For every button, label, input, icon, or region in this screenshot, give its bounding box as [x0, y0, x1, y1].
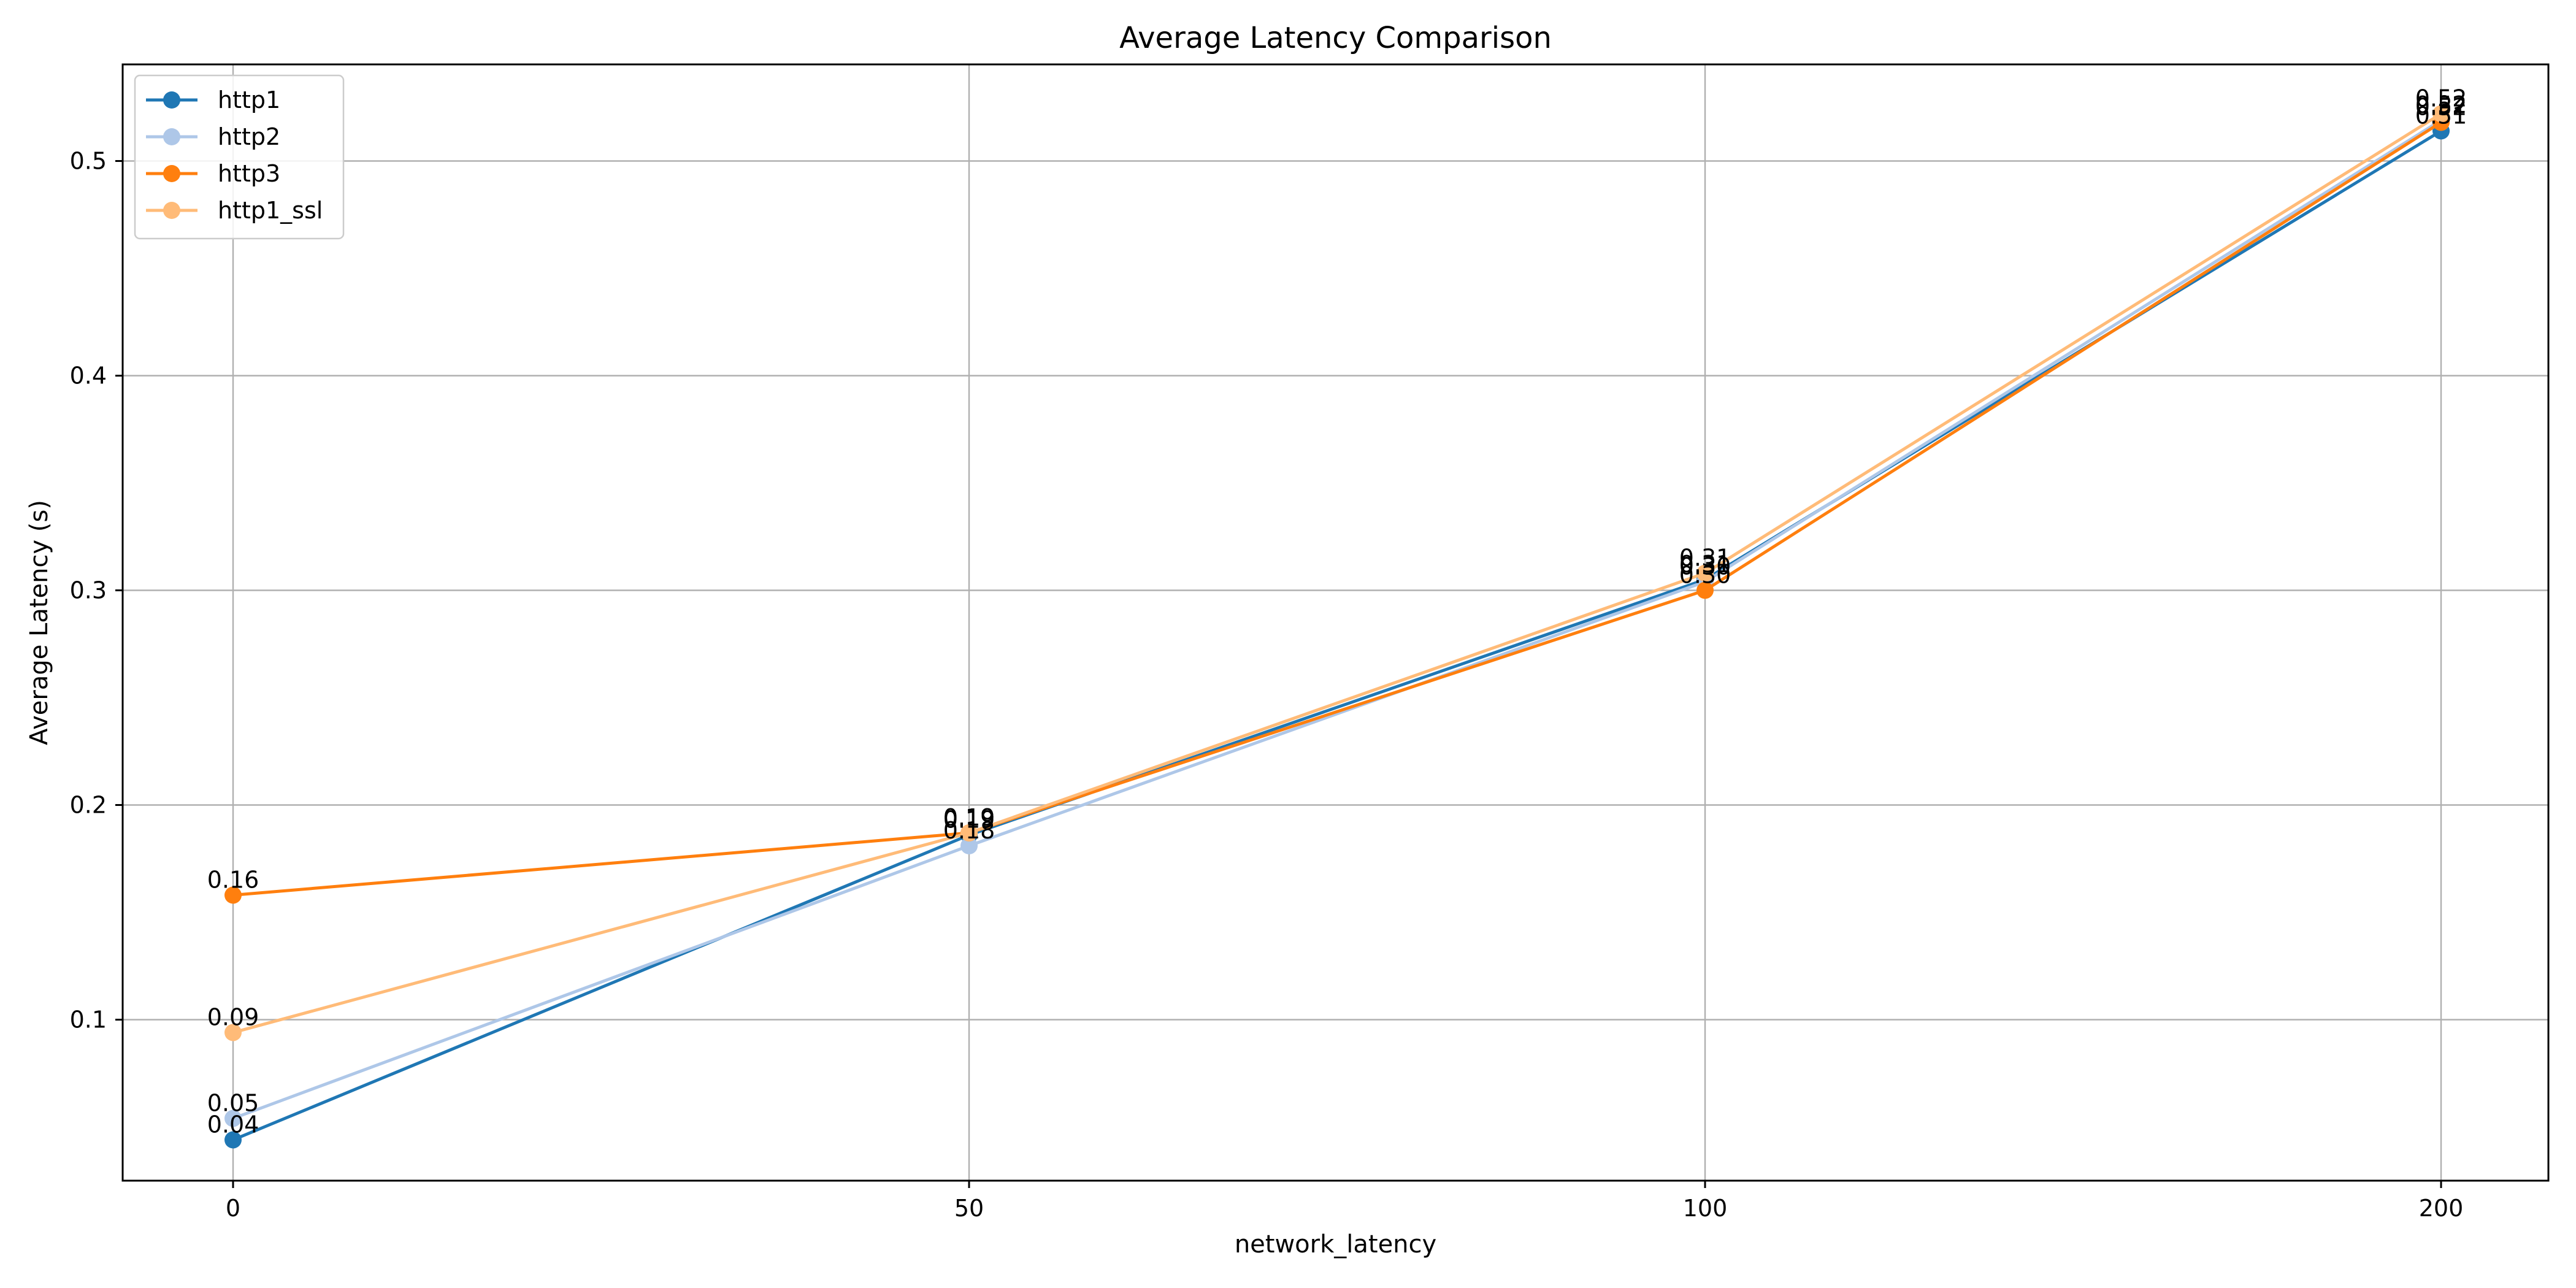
- x-tick-label: 0: [226, 1195, 240, 1222]
- data-label-http2: 0.30: [1679, 553, 1731, 580]
- data-point-http3: [224, 886, 242, 904]
- data-label-http2: 0.52: [2415, 91, 2467, 118]
- legend-label-http1: http1: [218, 86, 280, 113]
- x-axis-label: network_latency: [1235, 1230, 1436, 1259]
- x-tick-label: 50: [954, 1195, 984, 1222]
- y-tick-label: 0.5: [70, 148, 107, 175]
- data-point-http2: [960, 837, 978, 854]
- tick-layer: 0 50 100 200 0.1 0.2 0.3 0.4 0.5: [70, 148, 2464, 1222]
- data-point-http1: [224, 1131, 242, 1149]
- legend-label-http3: http3: [218, 160, 280, 187]
- data-label-http1: 0.31: [1679, 551, 1731, 578]
- series-line-http1_ssl: [232, 112, 2442, 1034]
- y-tick-label: 0.4: [70, 362, 107, 389]
- legend-marker-http2: [163, 128, 180, 145]
- data-point-http1_ssl: [1696, 564, 1714, 582]
- legend-marker-http1_ssl: [163, 202, 180, 219]
- data-label-layer: 0.040.190.310.510.050.180.300.520.160.19…: [207, 85, 2467, 1138]
- data-label-http2: 0.18: [943, 817, 995, 844]
- data-label-http1_ssl: 0.31: [1679, 545, 1731, 572]
- y-tick-label: 0.2: [70, 792, 107, 819]
- data-label-http2: 0.05: [207, 1090, 259, 1117]
- data-label-http1_ssl: 0.09: [207, 1004, 259, 1031]
- series-line-http3: [232, 121, 2442, 897]
- data-point-http1_ssl: [960, 824, 978, 841]
- y-tick-label: 0.1: [70, 1006, 107, 1033]
- data-label-http1_ssl: 0.52: [2415, 85, 2467, 112]
- x-tick-label: 200: [2419, 1195, 2464, 1222]
- legend-marker-http3: [163, 165, 180, 182]
- data-label-http1: 0.04: [207, 1111, 259, 1138]
- y-axis-label: Average Latency (s): [25, 500, 53, 745]
- legend-label-http1_ssl: http1_ssl: [218, 197, 323, 224]
- data-label-http3: 0.16: [207, 867, 259, 894]
- x-tick-label: 100: [1683, 1195, 1728, 1222]
- series-line-http2: [232, 118, 2442, 1120]
- data-label-http1: 0.51: [2415, 102, 2467, 129]
- legend-box: [134, 74, 345, 240]
- data-label-http3: 0.30: [1679, 562, 1731, 589]
- chart-title: Average Latency Comparison: [1119, 21, 1552, 55]
- series-layer: [224, 105, 2450, 1149]
- legend: http1 http2 http3 http1_ssl: [134, 74, 345, 240]
- data-point-http1_ssl: [2432, 105, 2450, 123]
- series-line-http1: [232, 129, 2442, 1141]
- data-label-http1: 0.19: [943, 807, 995, 834]
- legend-marker-http1: [163, 91, 180, 109]
- legend-label-http2: http2: [218, 123, 280, 150]
- y-tick-label: 0.3: [70, 577, 107, 604]
- data-label-http3: 0.19: [943, 804, 995, 831]
- data-point-http1_ssl: [224, 1024, 242, 1041]
- data-point-http3: [1696, 581, 1714, 599]
- data-point-http2: [224, 1110, 242, 1127]
- grid-layer: [123, 64, 2548, 1181]
- data-label-http3: 0.52: [2415, 94, 2467, 121]
- data-label-http1_ssl: 0.19: [943, 804, 995, 831]
- plot-frame: [121, 63, 2550, 1182]
